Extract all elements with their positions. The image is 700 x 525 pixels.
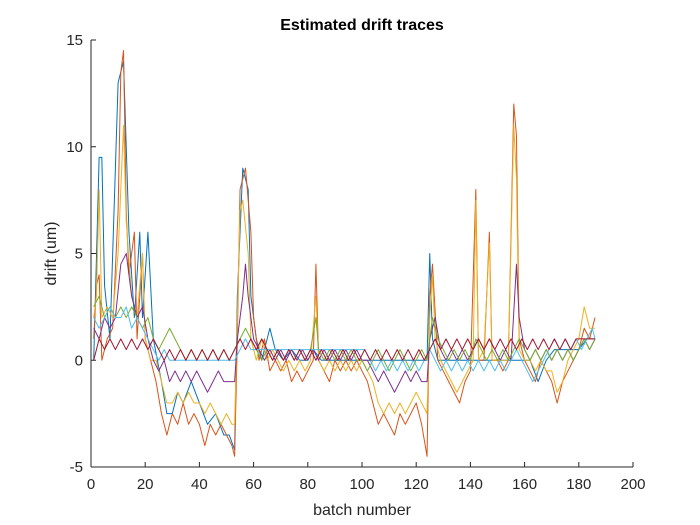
x-tick-label: 0 [87,476,95,493]
y-tick-label: 10 [66,139,83,156]
y-tick-label: 5 [75,246,83,263]
x-tick-label: 40 [191,476,208,493]
series-line-2 [93,50,596,457]
plot-area [91,40,633,467]
x-tick-label: 120 [404,476,429,493]
x-tick-label: 60 [245,476,262,493]
series-line-7 [93,338,596,361]
x-tick-label: 100 [349,476,374,493]
x-tick-label: 80 [299,476,316,493]
x-tick-label: 160 [512,476,537,493]
series-line-5 [93,295,596,372]
x-tick-label: 140 [458,476,483,493]
y-axis-title: drift (um) [43,222,60,286]
y-tick-label: -5 [70,459,83,476]
series-layer [93,50,596,457]
y-tick-label: 0 [75,352,83,369]
x-axis-title: batch number [313,502,412,519]
x-tick-label: 20 [137,476,154,493]
x-tick-label: 200 [620,476,645,493]
y-tick-label: 15 [66,32,83,49]
x-tick-label: 180 [566,476,591,493]
series-line-6 [93,306,596,383]
chart-title: Estimated drift traces [280,17,444,34]
